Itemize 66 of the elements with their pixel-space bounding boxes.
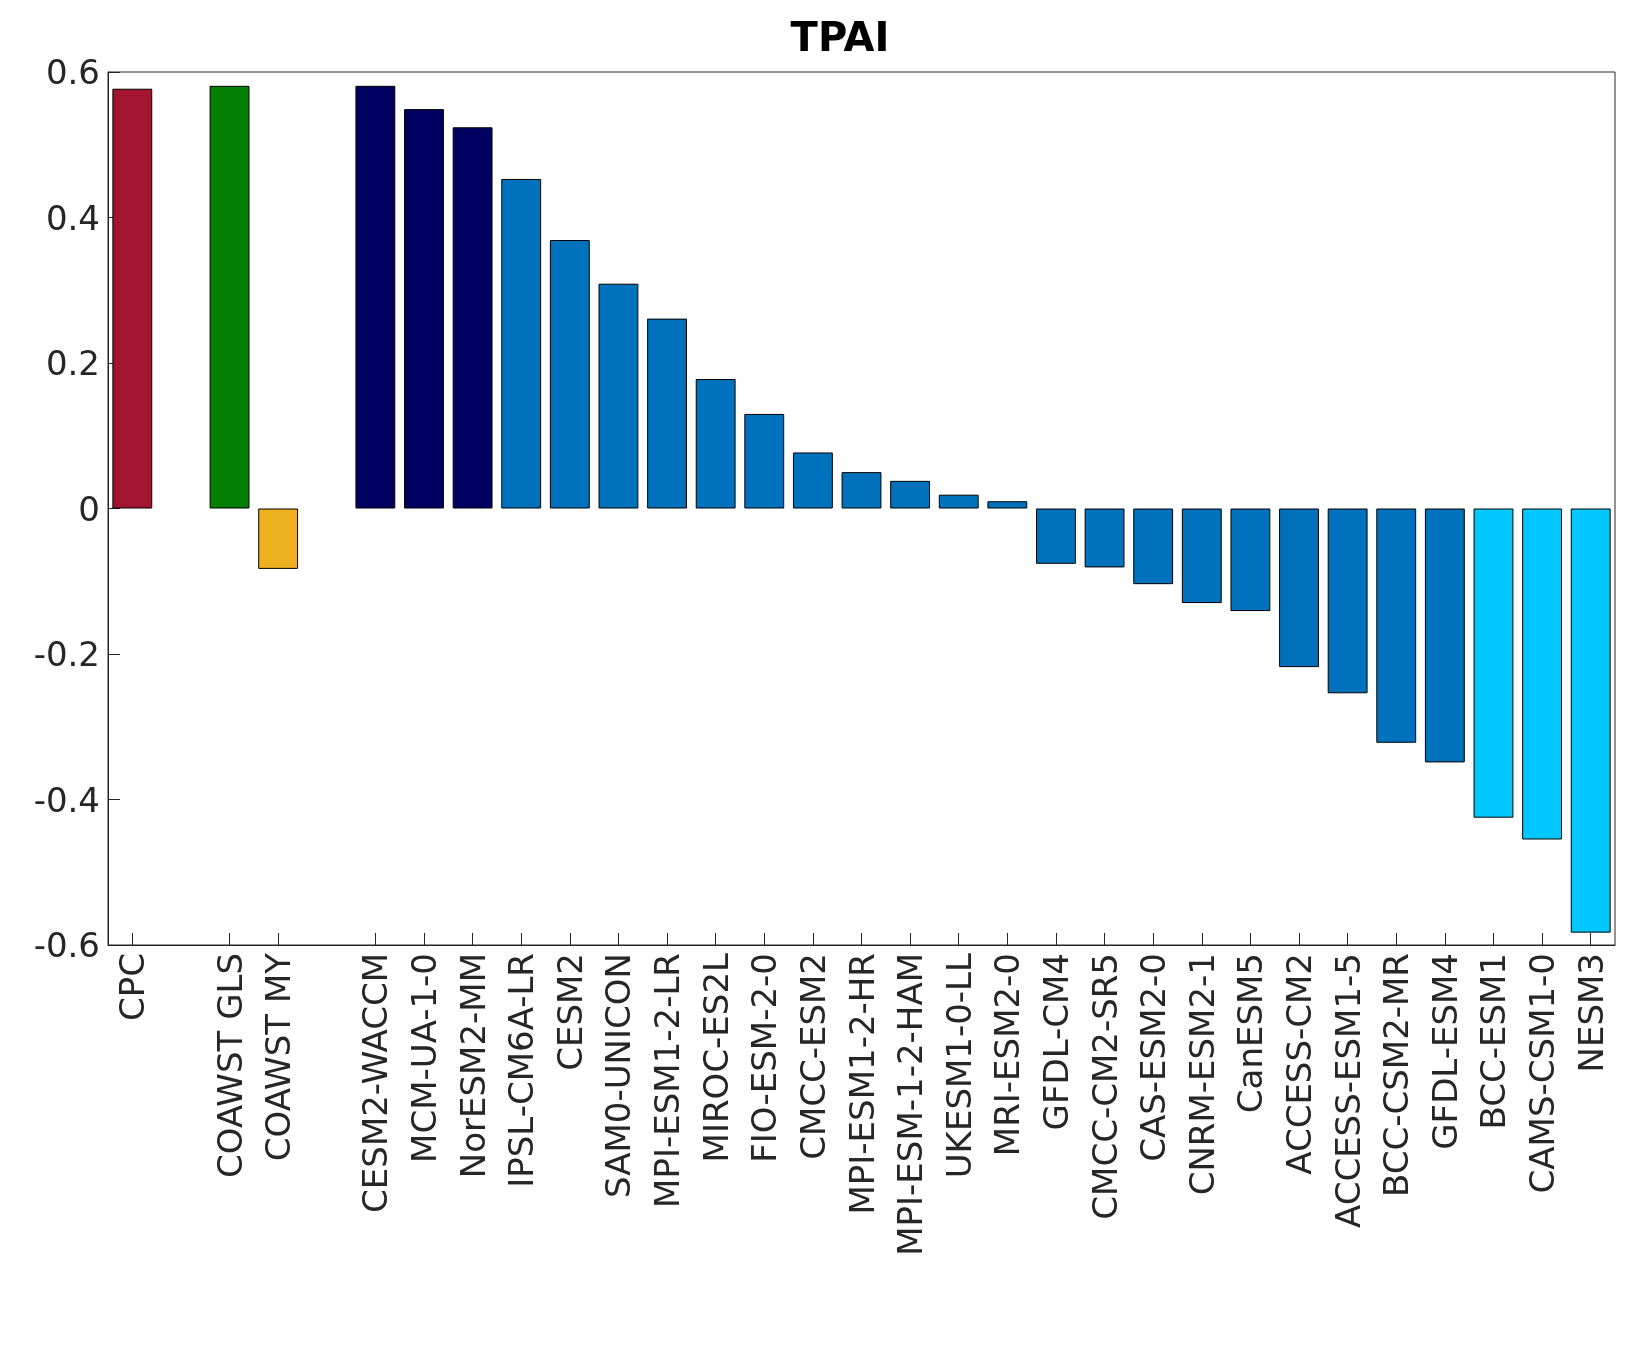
x-tick-label: MPI-ESM1-2-HR bbox=[841, 953, 882, 1215]
bar bbox=[355, 85, 396, 509]
x-tick-label: MCM-UA-1-0 bbox=[403, 953, 444, 1163]
bar bbox=[112, 88, 153, 509]
bar bbox=[1133, 508, 1174, 585]
y-tick-label: -0.4 bbox=[33, 779, 100, 820]
bar bbox=[1473, 508, 1514, 818]
y-tick-label: 0.4 bbox=[45, 197, 100, 238]
bar bbox=[695, 379, 736, 509]
bar bbox=[792, 452, 833, 509]
bar bbox=[258, 508, 299, 569]
bar bbox=[938, 494, 979, 509]
x-tick-label: BCC-ESM1 bbox=[1473, 953, 1514, 1130]
bar bbox=[501, 178, 542, 509]
x-tick-label: ACCESS-CM2 bbox=[1279, 953, 1320, 1175]
bar bbox=[890, 480, 931, 509]
bar bbox=[1230, 508, 1271, 612]
x-tick-label: SAM0-UNICON bbox=[598, 953, 639, 1198]
x-tick-label: MIROC-ES2L bbox=[695, 952, 736, 1163]
y-tick-label: 0 bbox=[78, 488, 100, 529]
x-tick-label: COAWST MY bbox=[258, 952, 299, 1162]
bar bbox=[1424, 508, 1465, 763]
bar bbox=[841, 472, 882, 509]
x-tick-label: FIO-ESM-2-0 bbox=[744, 953, 785, 1163]
bar bbox=[1181, 508, 1222, 604]
x-tick-label: IPSL-CM6A-LR bbox=[501, 953, 542, 1188]
y-tick-label: -0.2 bbox=[33, 634, 100, 674]
x-tick-label: COAWST GLS bbox=[209, 953, 250, 1178]
bar bbox=[1522, 508, 1563, 840]
x-tick-label: NorESM2-MM bbox=[452, 953, 493, 1179]
x-tick-label: BCC-CSM2-MR bbox=[1376, 953, 1417, 1197]
bar bbox=[1036, 508, 1076, 564]
x-tick-label: CESM2-WACCM bbox=[355, 953, 396, 1213]
x-tick-label: CanESM5 bbox=[1230, 953, 1271, 1114]
bar bbox=[1570, 508, 1611, 933]
bar bbox=[452, 127, 493, 509]
x-tick-label: MPI-ESM-1-2-HAM bbox=[890, 953, 931, 1256]
bar bbox=[987, 501, 1028, 509]
x-tick-label: CMCC-CM2-SR5 bbox=[1084, 953, 1125, 1220]
bar bbox=[1327, 508, 1368, 694]
x-tick-label: CAS-ESM2-0 bbox=[1133, 953, 1174, 1162]
bar bbox=[744, 413, 785, 509]
chart-title: TPAI bbox=[790, 14, 890, 60]
bar bbox=[647, 318, 687, 509]
y-tick-label: 0.6 bbox=[45, 52, 100, 92]
x-tick-label: MRI-ESM2-0 bbox=[987, 953, 1028, 1157]
x-tick-label: NESM3 bbox=[1570, 953, 1611, 1073]
bar bbox=[404, 109, 444, 509]
bar bbox=[598, 283, 639, 509]
y-tick-label: -0.6 bbox=[33, 925, 100, 965]
x-tick-label: MPI-ESM1-2-LR bbox=[647, 953, 688, 1208]
bar bbox=[549, 240, 590, 509]
bar bbox=[209, 85, 250, 509]
x-tick-label: CPC bbox=[112, 953, 153, 1021]
x-tick-label: GFDL-ESM4 bbox=[1424, 953, 1465, 1150]
bar bbox=[1279, 508, 1319, 668]
x-tick-label: UKESM1-0-LL bbox=[938, 952, 979, 1179]
x-tick-label: CMCC-ESM2 bbox=[792, 953, 833, 1160]
x-tick-label: CESM2 bbox=[549, 953, 590, 1071]
x-tick-label: CAMS-CSM1-0 bbox=[1522, 953, 1563, 1194]
x-tick-label: ACCESS-ESM1-5 bbox=[1327, 953, 1368, 1228]
x-tick-label: GFDL-CM4 bbox=[1035, 953, 1076, 1131]
y-tick-label: 0.2 bbox=[45, 343, 100, 383]
x-tick-label: CNRM-ESM2-1 bbox=[1181, 953, 1222, 1196]
bar bbox=[1084, 508, 1125, 568]
bar bbox=[1376, 508, 1417, 743]
